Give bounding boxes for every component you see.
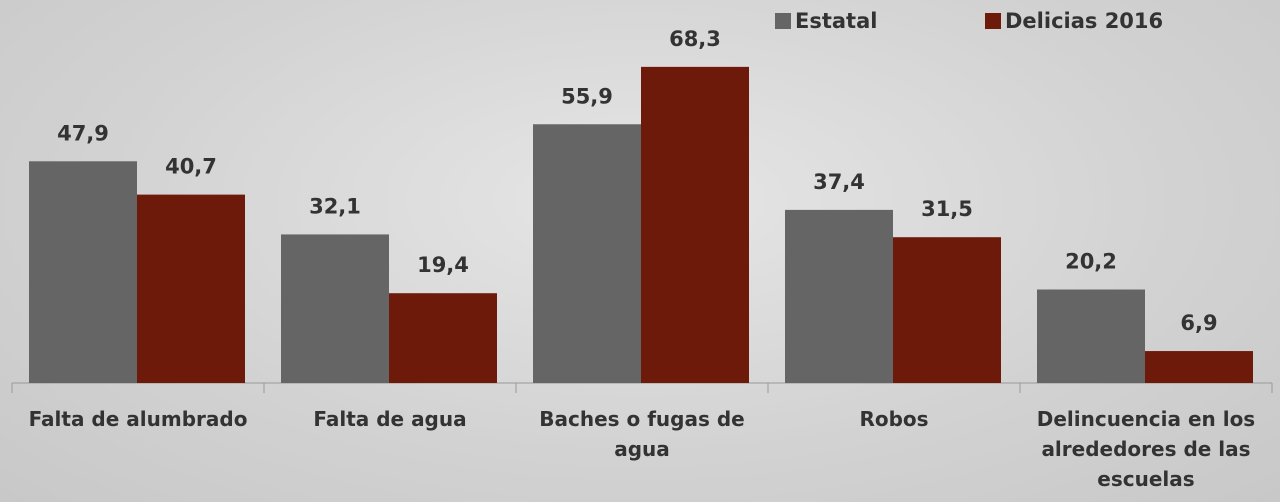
value-label: 19,4 — [417, 253, 469, 277]
x-tick-label: Baches o fugas de agua — [539, 407, 745, 461]
bar — [785, 209, 893, 383]
x-tick-label: Falta de alumbrado — [28, 407, 248, 431]
legend-label: Estatal — [795, 9, 877, 33]
bar — [1037, 289, 1145, 383]
value-label: 31,5 — [921, 197, 973, 221]
value-label: 40,7 — [165, 155, 217, 179]
value-label: 32,1 — [309, 194, 361, 218]
bar — [389, 293, 497, 383]
bar — [1145, 351, 1253, 383]
value-label: 55,9 — [561, 84, 613, 108]
value-label: 20,2 — [1065, 250, 1117, 274]
legend-swatch — [985, 13, 1001, 29]
x-tick-label: Falta de agua — [313, 407, 467, 431]
value-label: 68,3 — [669, 27, 721, 51]
bar — [533, 124, 641, 384]
value-label: 6,9 — [1180, 311, 1217, 335]
x-tick-label: Robos — [859, 407, 929, 431]
bar — [281, 234, 389, 383]
x-tick-label: Delincuencia en los alrededores de las e… — [1036, 407, 1256, 491]
bar — [641, 66, 749, 384]
bar — [137, 194, 245, 383]
value-label: 37,4 — [813, 170, 865, 194]
bar — [29, 161, 137, 383]
legend-swatch — [775, 13, 791, 29]
value-label: 47,9 — [57, 121, 109, 145]
legend-label: Delicias 2016 — [1005, 9, 1163, 33]
bar — [893, 237, 1001, 383]
